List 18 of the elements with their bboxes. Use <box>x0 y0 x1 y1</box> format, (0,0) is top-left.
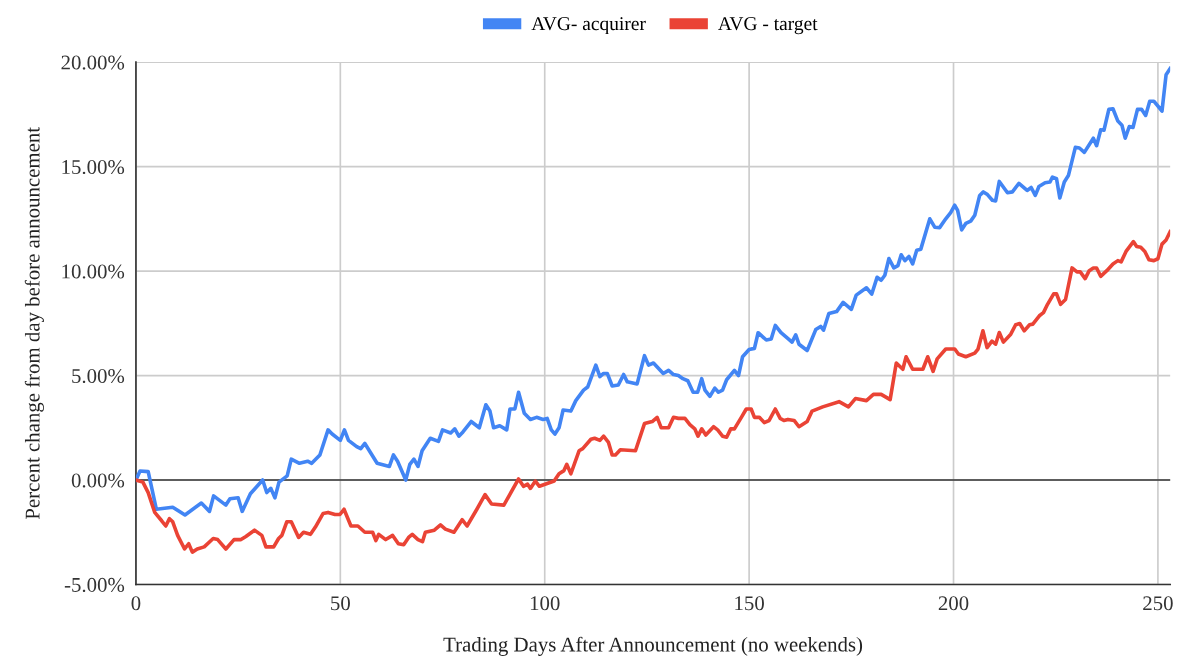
y-tick-label: -5.00% <box>64 577 125 593</box>
x-tick-label: 200 <box>938 596 969 611</box>
x-tick-label: 50 <box>331 596 350 611</box>
x-tick-label: 250 <box>1143 596 1173 611</box>
x-tick-label: 150 <box>735 596 764 611</box>
legend-label: AVG - target <box>718 17 818 35</box>
y-tick-label: 0.00% <box>71 473 125 488</box>
legend-label: AVG- acquirer <box>531 17 646 35</box>
x-tick-label: 100 <box>530 596 560 611</box>
y-tick-label: 20.00% <box>61 55 125 70</box>
y-axis-title: Percent change from day before announcement <box>24 127 44 520</box>
line-series <box>135 229 1171 554</box>
line-series <box>135 66 1171 517</box>
y-tick-label: 15.00% <box>62 159 125 175</box>
y-tick-label: 10.00% <box>62 264 125 279</box>
x-axis-title: Trading Days After Announcement (no weekends) <box>443 636 863 656</box>
y-tick-label: 5.00% <box>72 368 125 384</box>
x-tick-label: 0 <box>131 596 141 611</box>
